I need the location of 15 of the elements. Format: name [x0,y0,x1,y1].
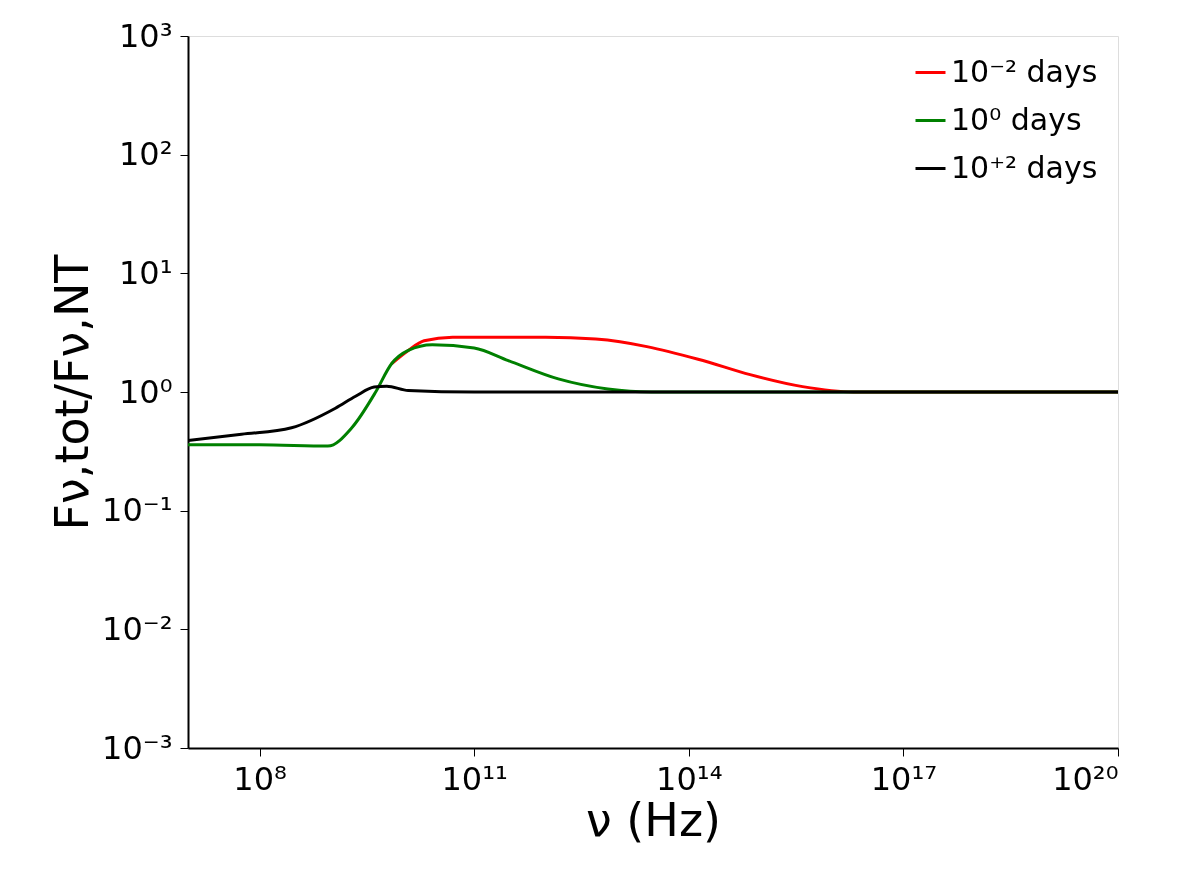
y-tick-label: 10² [118,135,173,174]
x-tick-label: 10¹⁷ [870,759,938,798]
legend-label: 10⁺² days [951,149,1098,185]
y-axis-title: Fν,tot/Fν,NT [45,253,100,531]
y-tick-label: 10⁻¹ [102,491,173,530]
y-tick-label: 10⁻² [102,609,173,648]
y-tick-label: 10³ [118,16,173,55]
x-tick-label: 10⁸ [233,759,287,798]
legend-label: 10⁰ days [951,101,1082,137]
y-tick-label: 10¹ [118,253,173,292]
x-tick-label: 10¹¹ [441,759,508,798]
y-tick-label: 10⁻³ [102,728,173,767]
y-tick-label: 10⁰ [118,372,173,411]
legend-label: 10⁻² days [951,53,1098,89]
x-tick-label: 10²⁰ [1052,759,1119,798]
